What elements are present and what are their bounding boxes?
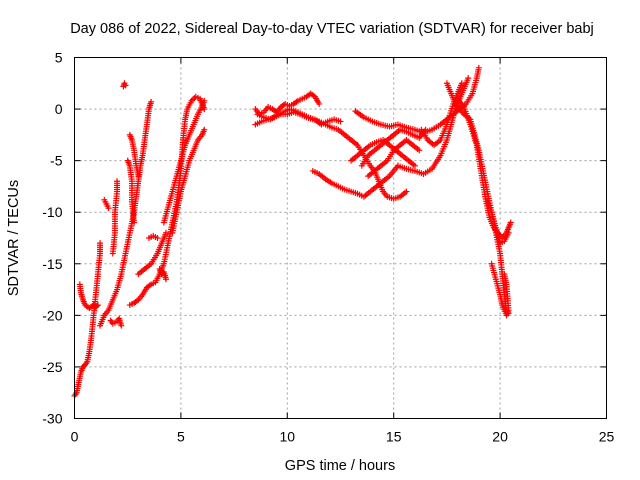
data-point (316, 100, 323, 107)
y-tick-label: -10 (42, 204, 62, 220)
x-tick-label: 25 (599, 429, 615, 445)
data-point (135, 173, 142, 180)
y-tick-labels: 5 0 -5 -10 -15 -20 -25 -30 (42, 50, 62, 427)
y-tick-label: 0 (55, 101, 63, 117)
data-point (465, 75, 472, 82)
data-points (71, 64, 514, 399)
data-point (403, 188, 410, 195)
y-axis-label: SDTVAR / TECUs (6, 180, 22, 296)
data-point (94, 302, 101, 309)
data-point (122, 82, 129, 89)
y-tick-label: -20 (42, 307, 62, 323)
data-point (337, 118, 344, 125)
data-point (148, 98, 155, 105)
chart-title: Day 086 of 2022, Sidereal Day-to-day VTE… (70, 21, 594, 37)
data-point (131, 219, 138, 226)
data-point (475, 64, 482, 71)
y-tick-label: -30 (42, 411, 62, 427)
x-tick-label: 15 (386, 429, 402, 445)
data-point (154, 235, 161, 241)
x-axis-label: GPS time / hours (285, 458, 395, 474)
axis-ticks (74, 57, 607, 419)
x-tick-label: 20 (492, 429, 508, 445)
y-tick-label: 5 (55, 50, 63, 66)
data-point (501, 271, 508, 278)
data-point (114, 178, 121, 185)
data-point (201, 97, 208, 104)
data-point (118, 322, 125, 329)
data-point (97, 240, 104, 247)
x-tick-label: 0 (71, 429, 79, 445)
data-point (416, 147, 423, 154)
data-point (458, 80, 465, 87)
y-tick-label: -25 (42, 359, 62, 375)
x-tick-label: 5 (177, 429, 185, 445)
data-point (505, 229, 512, 236)
data-point (411, 162, 418, 169)
plot-frame (74, 57, 607, 419)
y-tick-label: -5 (50, 153, 63, 169)
x-tick-label: 10 (280, 429, 296, 445)
grid-lines (74, 57, 607, 419)
data-point (507, 219, 514, 226)
data-point (201, 106, 208, 113)
data-point (163, 229, 170, 236)
data-point (93, 303, 100, 310)
data-point (201, 126, 208, 133)
y-tick-label: -15 (42, 256, 62, 272)
data-point (163, 276, 170, 283)
data-point (105, 205, 112, 212)
x-tick-labels: 0 5 10 15 20 25 (71, 429, 615, 445)
